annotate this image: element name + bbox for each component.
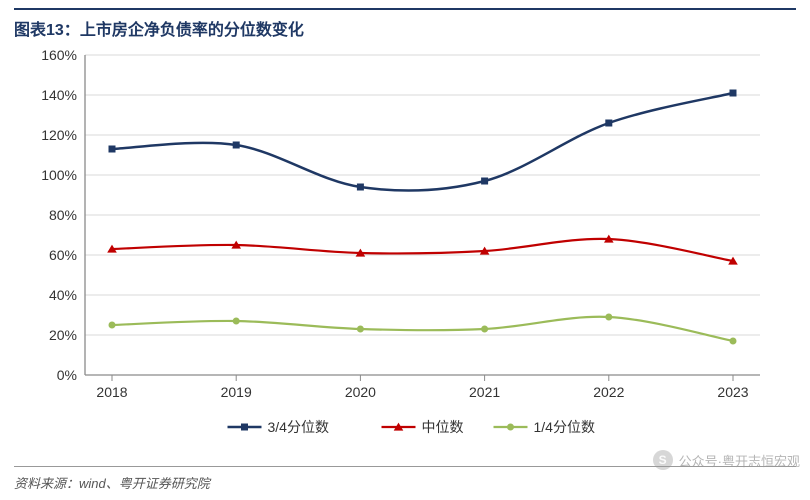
- chart-title: 图表13：上市房企净负债率的分位数变化: [14, 8, 796, 40]
- svg-text:2020: 2020: [345, 384, 376, 400]
- source-line: 资料来源：wind、粤开证券研究院: [14, 466, 796, 492]
- svg-text:中位数: 中位数: [422, 419, 464, 435]
- svg-text:1/4分位数: 1/4分位数: [534, 419, 595, 435]
- svg-text:100%: 100%: [41, 167, 77, 183]
- line-chart: 0% 20% 40% 60% 80% 100% 120% 140% 160% 2018 2019 20…: [30, 45, 780, 445]
- svg-text:2019: 2019: [221, 384, 252, 400]
- svg-text:2018: 2018: [96, 384, 127, 400]
- chart-svg: 0% 20% 40% 60% 80% 100% 120% 140% 160% 2018 2019 20…: [30, 45, 780, 445]
- svg-text:140%: 140%: [41, 87, 77, 103]
- svg-text:2022: 2022: [593, 384, 624, 400]
- svg-text:20%: 20%: [49, 327, 77, 343]
- title-prefix: 图表13：: [14, 22, 80, 39]
- svg-text:2021: 2021: [469, 384, 500, 400]
- svg-text:2023: 2023: [717, 384, 748, 400]
- svg-text:3/4分位数: 3/4分位数: [268, 419, 329, 435]
- svg-text:60%: 60%: [49, 247, 77, 263]
- title-text: 上市房企净负债率的分位数变化: [80, 22, 304, 39]
- svg-text:160%: 160%: [41, 47, 77, 63]
- svg-text:120%: 120%: [41, 127, 77, 143]
- svg-text:0%: 0%: [57, 367, 77, 383]
- svg-text:40%: 40%: [49, 287, 77, 303]
- svg-text:80%: 80%: [49, 207, 77, 223]
